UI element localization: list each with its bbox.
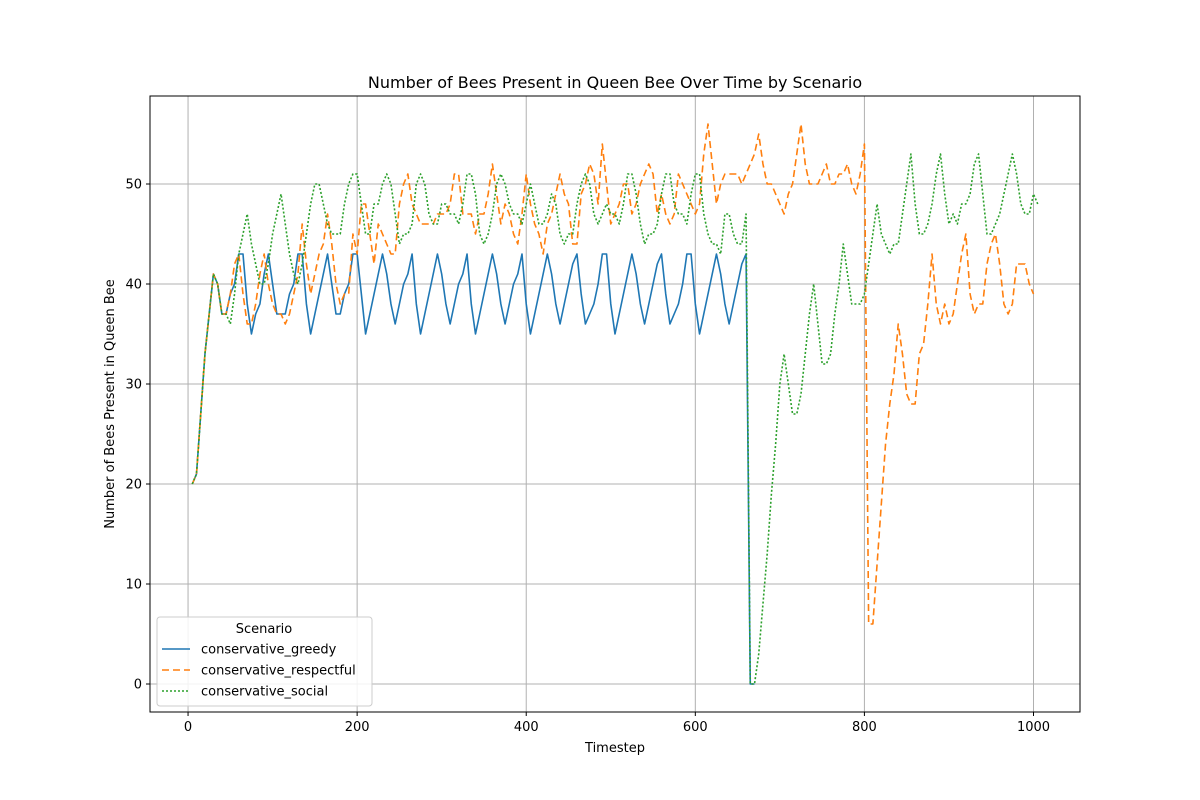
legend-items: conservative_greedy conservative_respectf… — [162, 643, 356, 700]
y-tick-label: 10 — [125, 578, 142, 593]
x-tick-label: 1000 — [1017, 720, 1050, 735]
legend-title: Scenario — [236, 622, 293, 637]
x-tick-label: 800 — [852, 720, 877, 735]
legend-label: conservative_greedy — [201, 643, 337, 658]
legend-label: conservative_social — [201, 685, 328, 700]
series-lines — [191, 123, 1039, 685]
y-tick-label: 0 — [134, 678, 142, 693]
legend-box — [156, 616, 373, 707]
x-tick-label: 400 — [514, 720, 539, 735]
grid-lines — [150, 96, 1080, 712]
chart-title: Number of Bees Present in Queen Bee Over… — [368, 73, 862, 92]
series-line-conservative-greedy — [191, 253, 755, 685]
plot-frame — [149, 95, 1081, 713]
legend-label: conservative_respectful — [201, 664, 356, 679]
y-tick-label: 20 — [125, 478, 142, 493]
series-line-conservative-respectful — [191, 123, 1035, 625]
axis-ticks: 0 200 400 600 800 1000 0 10 20 30 40 50 — [125, 178, 1050, 736]
x-tick-label: 600 — [683, 720, 708, 735]
x-axis-label: Timestep — [584, 741, 645, 756]
y-axis-label: Number of Bees Present in Queen Bee — [103, 279, 118, 528]
legend: Scenario conservative_greedyconservative… — [156, 616, 373, 707]
y-tick-label: 40 — [125, 278, 142, 293]
series-line-conservative-social — [191, 153, 1039, 685]
x-tick-label: 0 — [184, 720, 192, 735]
y-tick-label: 50 — [125, 178, 142, 193]
x-tick-label: 200 — [345, 720, 370, 735]
y-tick-label: 30 — [125, 378, 142, 393]
